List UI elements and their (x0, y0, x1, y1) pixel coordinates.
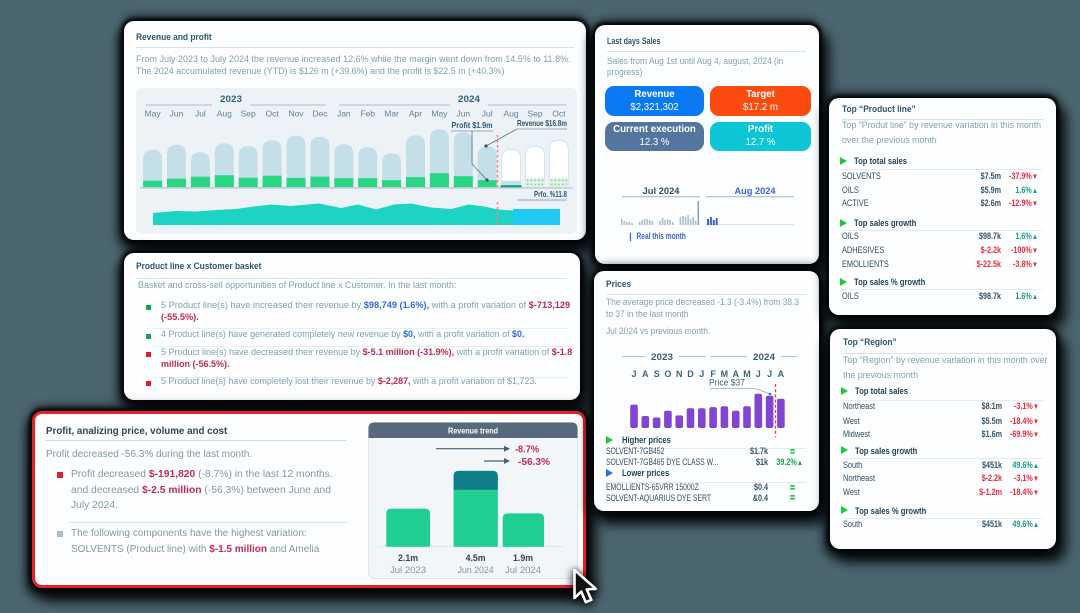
svg-text:May: May (145, 109, 162, 119)
svg-text:Apr: Apr (409, 109, 422, 119)
svg-text:M: M (743, 369, 751, 379)
svg-text:Sep: Sep (241, 109, 256, 119)
svg-text:-56.3%: -56.3% (518, 457, 550, 468)
svg-text:May: May (431, 109, 448, 119)
svg-text:Revenue $16.8m: Revenue $16.8m (517, 118, 567, 128)
svg-text:Price $37: Price $37 (709, 378, 745, 388)
svg-text:Nov: Nov (288, 109, 304, 119)
svg-text:Jul 2024: Jul 2024 (505, 565, 541, 575)
svg-text:Feb: Feb (360, 109, 375, 119)
svg-text:Mar: Mar (384, 109, 399, 119)
svg-text:Prfo. %11.8: Prfo. %11.8 (534, 189, 567, 199)
svg-text:Oct: Oct (265, 109, 279, 119)
svg-text:Jun: Jun (456, 109, 470, 119)
svg-text:D: D (687, 369, 694, 379)
svg-text:N: N (676, 369, 683, 379)
svg-text:-8.7%: -8.7% (515, 445, 539, 456)
svg-text:Jul 2023: Jul 2023 (390, 565, 426, 575)
svg-text:4.5m: 4.5m (466, 553, 486, 563)
svg-text:F: F (710, 369, 716, 379)
svg-text:Jul: Jul (482, 109, 493, 119)
svg-text:J: J (631, 369, 636, 379)
svg-text:2023: 2023 (651, 352, 673, 363)
svg-text:A: A (778, 369, 785, 379)
svg-text:S: S (654, 369, 660, 379)
svg-text:J: J (767, 369, 772, 379)
svg-text:O: O (664, 369, 671, 379)
svg-text:2023: 2023 (220, 94, 242, 105)
svg-text:Sep: Sep (527, 109, 542, 119)
svg-text:J: J (699, 369, 704, 379)
svg-text:Dec: Dec (312, 109, 328, 119)
svg-text:Aug: Aug (217, 109, 232, 119)
svg-text:Jul: Jul (195, 109, 206, 119)
svg-text:Jul 2024: Jul 2024 (643, 186, 681, 197)
svg-text:Jan: Jan (337, 109, 351, 119)
svg-text:Aug 2024: Aug 2024 (735, 186, 777, 197)
svg-text:Revenue trend: Revenue trend (448, 426, 498, 436)
svg-text:1.9m: 1.9m (513, 553, 533, 563)
svg-text:M: M (721, 369, 729, 379)
svg-text:J: J (756, 369, 761, 379)
svg-text:Jun 2024: Jun 2024 (458, 565, 494, 575)
svg-text:Jun: Jun (170, 109, 184, 119)
svg-text:A: A (732, 369, 739, 379)
svg-text:Profit $1.9m: Profit $1.9m (452, 120, 493, 130)
svg-text:Oct: Oct (552, 109, 566, 119)
svg-text:2024: 2024 (458, 94, 481, 105)
svg-text:A: A (642, 369, 649, 379)
svg-text:2024: 2024 (753, 352, 776, 363)
svg-text:Aug: Aug (504, 109, 519, 119)
svg-text:2.1m: 2.1m (398, 553, 418, 563)
